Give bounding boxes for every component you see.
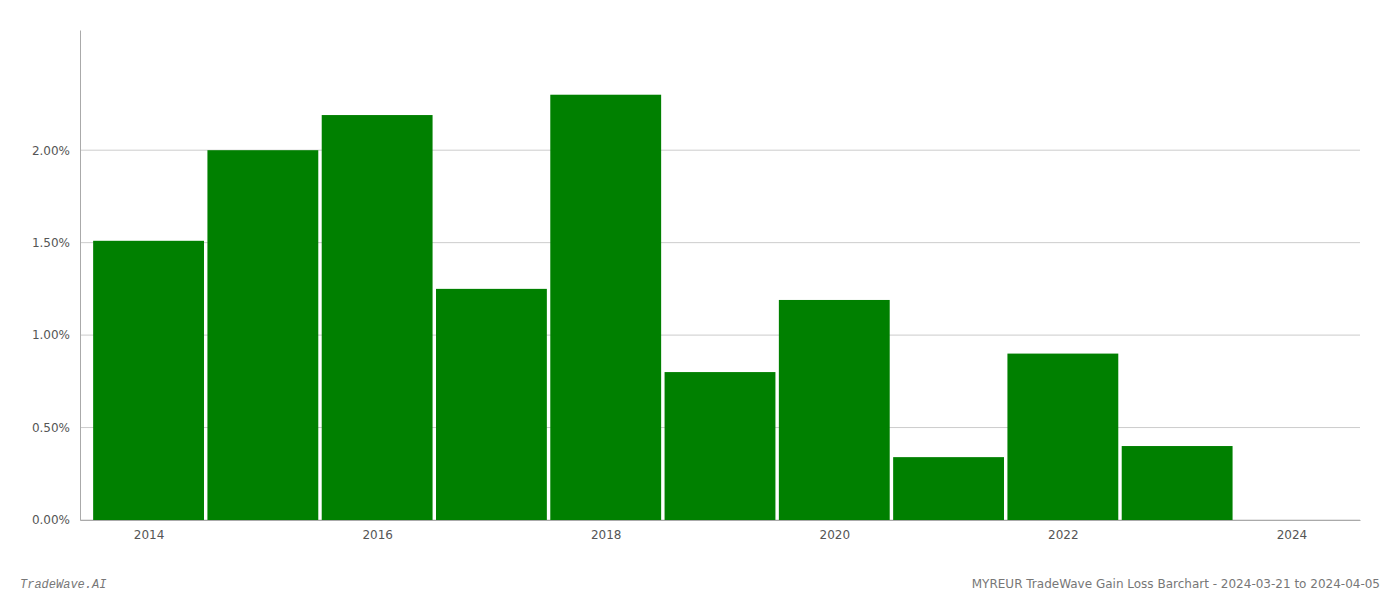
- y-tick: 1.50%: [32, 236, 80, 250]
- x-tick: 2020: [820, 520, 851, 542]
- x-tick-label: 2022: [1048, 528, 1079, 542]
- x-tick-label: 2018: [591, 528, 622, 542]
- bar: [893, 457, 1004, 520]
- bar: [1122, 446, 1233, 520]
- footer-left: TradeWave.AI: [20, 578, 106, 592]
- bar: [779, 300, 890, 520]
- x-axis-line: [81, 520, 1361, 521]
- y-tick-label: 2.00%: [32, 144, 70, 158]
- y-tick-label: 1.50%: [32, 236, 70, 250]
- x-tick: 2024: [1277, 520, 1308, 542]
- bar: [550, 95, 661, 520]
- bar: [322, 115, 433, 520]
- x-tick: 2022: [1048, 520, 1079, 542]
- y-tick-label: 1.00%: [32, 328, 70, 342]
- y-axis-line: [80, 31, 81, 521]
- x-tick-label: 2016: [362, 528, 393, 542]
- footer-right: MYREUR TradeWave Gain Loss Barchart - 20…: [972, 577, 1380, 591]
- chart: 2014 2016 2018 2020 2022 2024 0.00% 0.50% 1.00% 1…: [0, 0, 1400, 600]
- bar: [207, 150, 318, 520]
- y-tick: 2.00%: [32, 144, 80, 158]
- x-tick: 2018: [591, 520, 622, 542]
- grid: [80, 150, 1360, 520]
- y-tick: 0.50%: [32, 421, 80, 435]
- y-tick: 0.00%: [32, 513, 80, 527]
- y-tick-label: 0.50%: [32, 421, 70, 435]
- bar: [1007, 354, 1118, 520]
- x-tick-label: 2024: [1277, 528, 1308, 542]
- y-tick-label: 0.00%: [32, 513, 70, 527]
- bar: [665, 372, 776, 520]
- x-tick: 2016: [362, 520, 393, 542]
- x-tick: 2014: [134, 520, 165, 542]
- x-tick-label: 2020: [820, 528, 851, 542]
- bar: [436, 289, 547, 520]
- bar: [93, 241, 204, 520]
- plot-area: [93, 95, 1232, 520]
- x-tick-label: 2014: [134, 528, 165, 542]
- footer: TradeWave.AI MYREUR TradeWave Gain Loss B…: [20, 577, 1380, 592]
- y-tick: 1.00%: [32, 328, 80, 342]
- x-axis: 2014 2016 2018 2020 2022 2024: [81, 520, 1361, 542]
- y-axis: 0.00% 0.50% 1.00% 1.50% 2.00%: [32, 31, 81, 528]
